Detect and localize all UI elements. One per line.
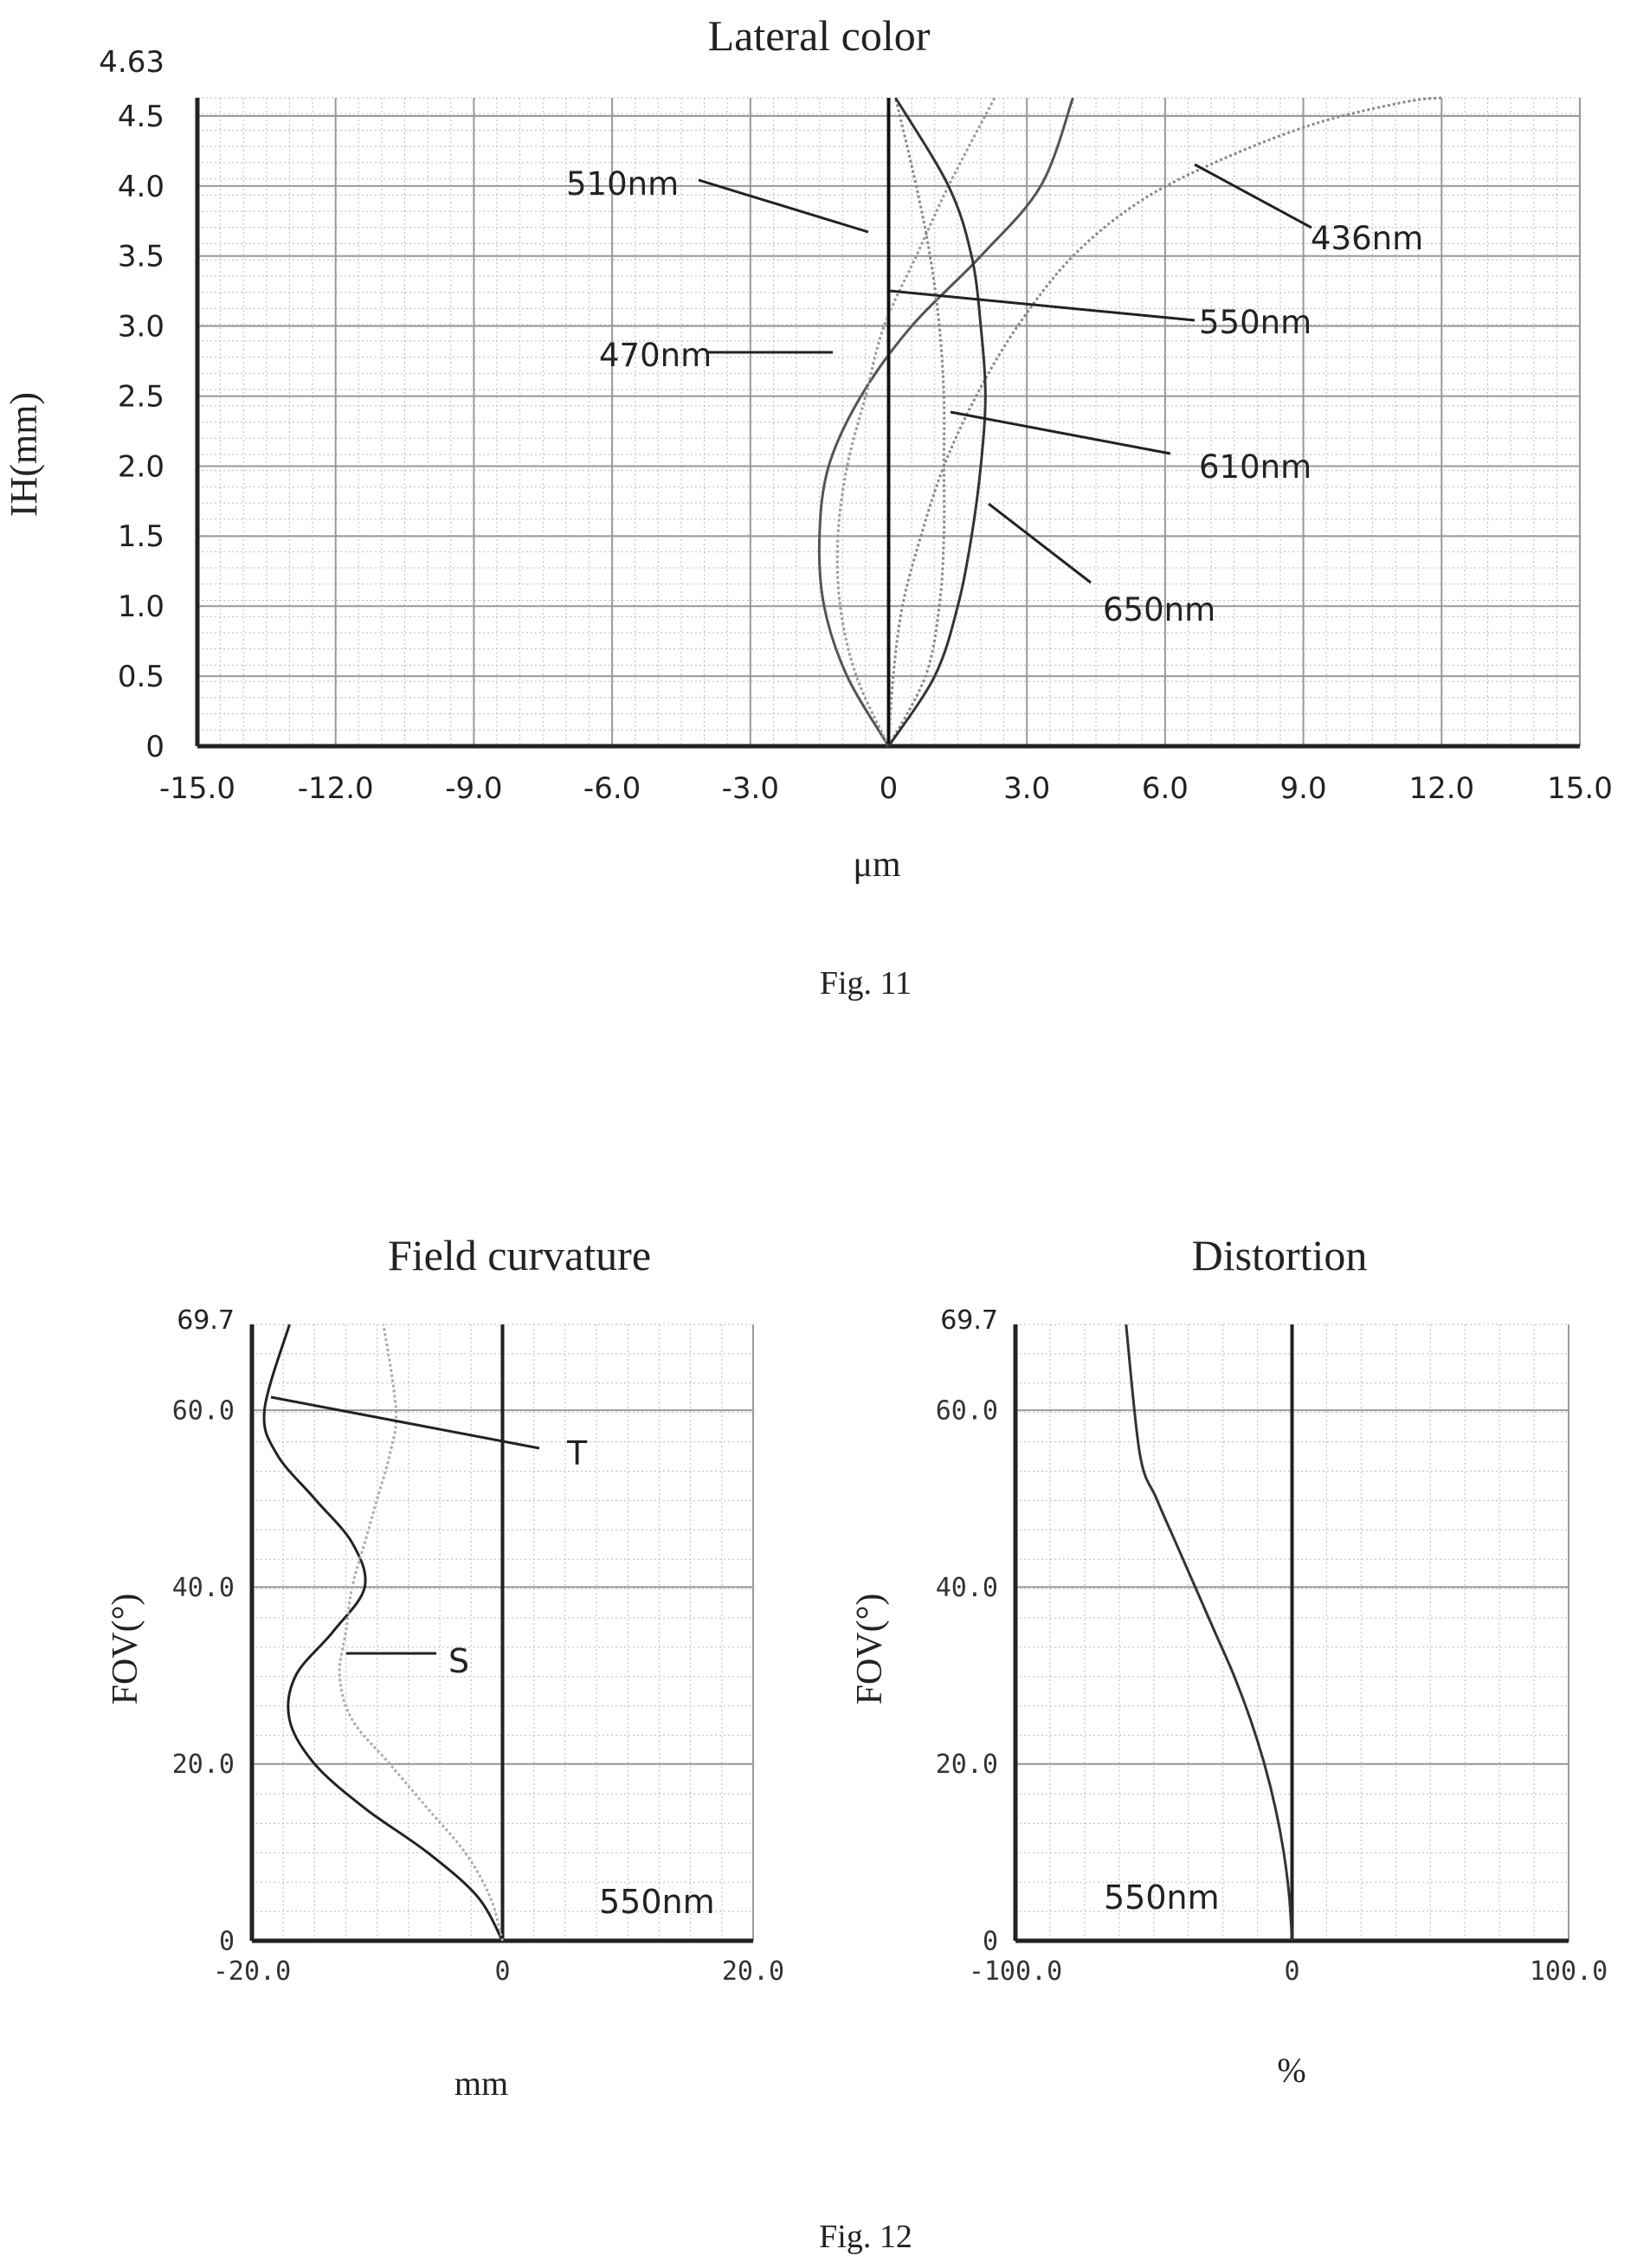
y-tick-label: 0 bbox=[219, 1927, 235, 1957]
series-line-550nm bbox=[1125, 1324, 1293, 1942]
x-tick-label: -20.0 bbox=[213, 1956, 291, 1987]
y-tick-label: 2.0 bbox=[118, 449, 164, 484]
series-line-436nm bbox=[887, 96, 1442, 747]
y-tick-label: 0.5 bbox=[118, 660, 164, 694]
series-line-650nm bbox=[887, 97, 987, 747]
fig12-caption: Fig. 12 bbox=[819, 2219, 912, 2255]
annotation-436nm: 436nm bbox=[1311, 220, 1423, 257]
y-tick-label: 3.5 bbox=[118, 240, 164, 274]
annotation-550nm: 550nm bbox=[1199, 304, 1312, 341]
wavelength-note: 550nm bbox=[599, 1883, 715, 1921]
fig11-caption: Fig. 11 bbox=[820, 965, 912, 1002]
x-tick-label: 0 bbox=[494, 1956, 510, 1987]
x-tick-label: 20.0 bbox=[722, 1956, 784, 1987]
chart-title: Field curvature bbox=[388, 1231, 651, 1279]
y-max-label: 4.63 bbox=[99, 45, 164, 80]
x-tick-label: 12.0 bbox=[1408, 771, 1474, 806]
x-tick-label: 3.0 bbox=[1003, 771, 1050, 806]
annotation-510nm: 510nm bbox=[566, 165, 679, 203]
series-line-470nm bbox=[817, 97, 1074, 747]
chart-title: Lateral color bbox=[708, 11, 931, 60]
series-line-s bbox=[338, 1324, 504, 1942]
y-tick-label: 1.5 bbox=[118, 519, 164, 554]
x-axis-label: mm bbox=[454, 2064, 508, 2103]
leader-610nm bbox=[950, 410, 1171, 455]
wavelength-note: 550nm bbox=[1104, 1878, 1220, 1917]
y-tick-label: 20.0 bbox=[172, 1749, 235, 1780]
x-tick-label: -12.0 bbox=[298, 771, 374, 806]
x-tick-label: -3.0 bbox=[722, 771, 779, 806]
y-axis-label: FOV(°) bbox=[850, 1594, 890, 1705]
x-tick-label: -9.0 bbox=[445, 771, 502, 806]
label-S: S bbox=[448, 1642, 469, 1680]
x-tick-label: -15.0 bbox=[159, 771, 235, 806]
y-tick-label: 1.0 bbox=[118, 590, 164, 624]
leader-T bbox=[270, 1395, 540, 1450]
distortion-chart: Distortion -100.0 0 100.0020.040.060.069.7… bbox=[850, 1231, 1608, 2090]
x-tick-label: 0 bbox=[1284, 1956, 1299, 1987]
x-axis-label: % bbox=[1277, 2051, 1305, 2090]
y-max-label: 69.7 bbox=[177, 1305, 235, 1336]
x-tick-label: -6.0 bbox=[583, 771, 641, 806]
x-tick-label: 0 bbox=[880, 771, 899, 806]
y-max-label: 69.7 bbox=[940, 1305, 998, 1336]
y-tick-label: 60.0 bbox=[936, 1396, 998, 1427]
x-tick-label: -100.0 bbox=[969, 1956, 1062, 1987]
annotation-470nm: 470nm bbox=[599, 337, 712, 374]
x-tick-label: 9.0 bbox=[1280, 771, 1327, 806]
annotation-610nm: 610nm bbox=[1199, 448, 1312, 486]
chart-title: Distortion bbox=[1192, 1231, 1368, 1279]
y-tick-label: 0 bbox=[145, 730, 164, 764]
y-tick-label: 0 bbox=[983, 1927, 998, 1957]
y-tick-label: 40.0 bbox=[172, 1573, 235, 1603]
y-tick-label: 60.0 bbox=[172, 1396, 235, 1427]
series-line-610nm bbox=[887, 97, 946, 747]
x-axis-label: μm bbox=[853, 845, 901, 885]
x-tick-label: 15.0 bbox=[1547, 771, 1613, 806]
annotation-650nm: 650nm bbox=[1103, 591, 1215, 628]
y-axis-label: IH(mm) bbox=[3, 392, 45, 517]
y-tick-label: 40.0 bbox=[936, 1573, 998, 1603]
leader-436nm bbox=[1194, 163, 1312, 229]
y-tick-label: 4.0 bbox=[118, 170, 164, 204]
x-tick-label: 6.0 bbox=[1142, 771, 1189, 806]
x-tick-label: 100.0 bbox=[1530, 1956, 1608, 1987]
leader-550nm bbox=[889, 289, 1196, 322]
series-line-t bbox=[262, 1324, 504, 1942]
field-curvature-chart: Field curvature -20.0 0 20.0020.040.060.06… bbox=[106, 1231, 784, 2103]
y-tick-label: 20.0 bbox=[936, 1749, 998, 1780]
y-axis-label: FOV(°) bbox=[106, 1594, 145, 1705]
series-line-510nm bbox=[835, 97, 996, 747]
lateral-color-chart: Lateral color -15.0 -12.0 -9.0 -6.0 -3.0 0 3.0… bbox=[3, 11, 1613, 885]
y-tick-label: 2.5 bbox=[118, 379, 164, 414]
leader-510nm bbox=[698, 178, 869, 234]
y-tick-label: 4.5 bbox=[118, 100, 164, 134]
leader-650nm bbox=[988, 502, 1092, 584]
y-tick-label: 3.0 bbox=[118, 310, 164, 345]
label-T: T bbox=[566, 1434, 588, 1472]
